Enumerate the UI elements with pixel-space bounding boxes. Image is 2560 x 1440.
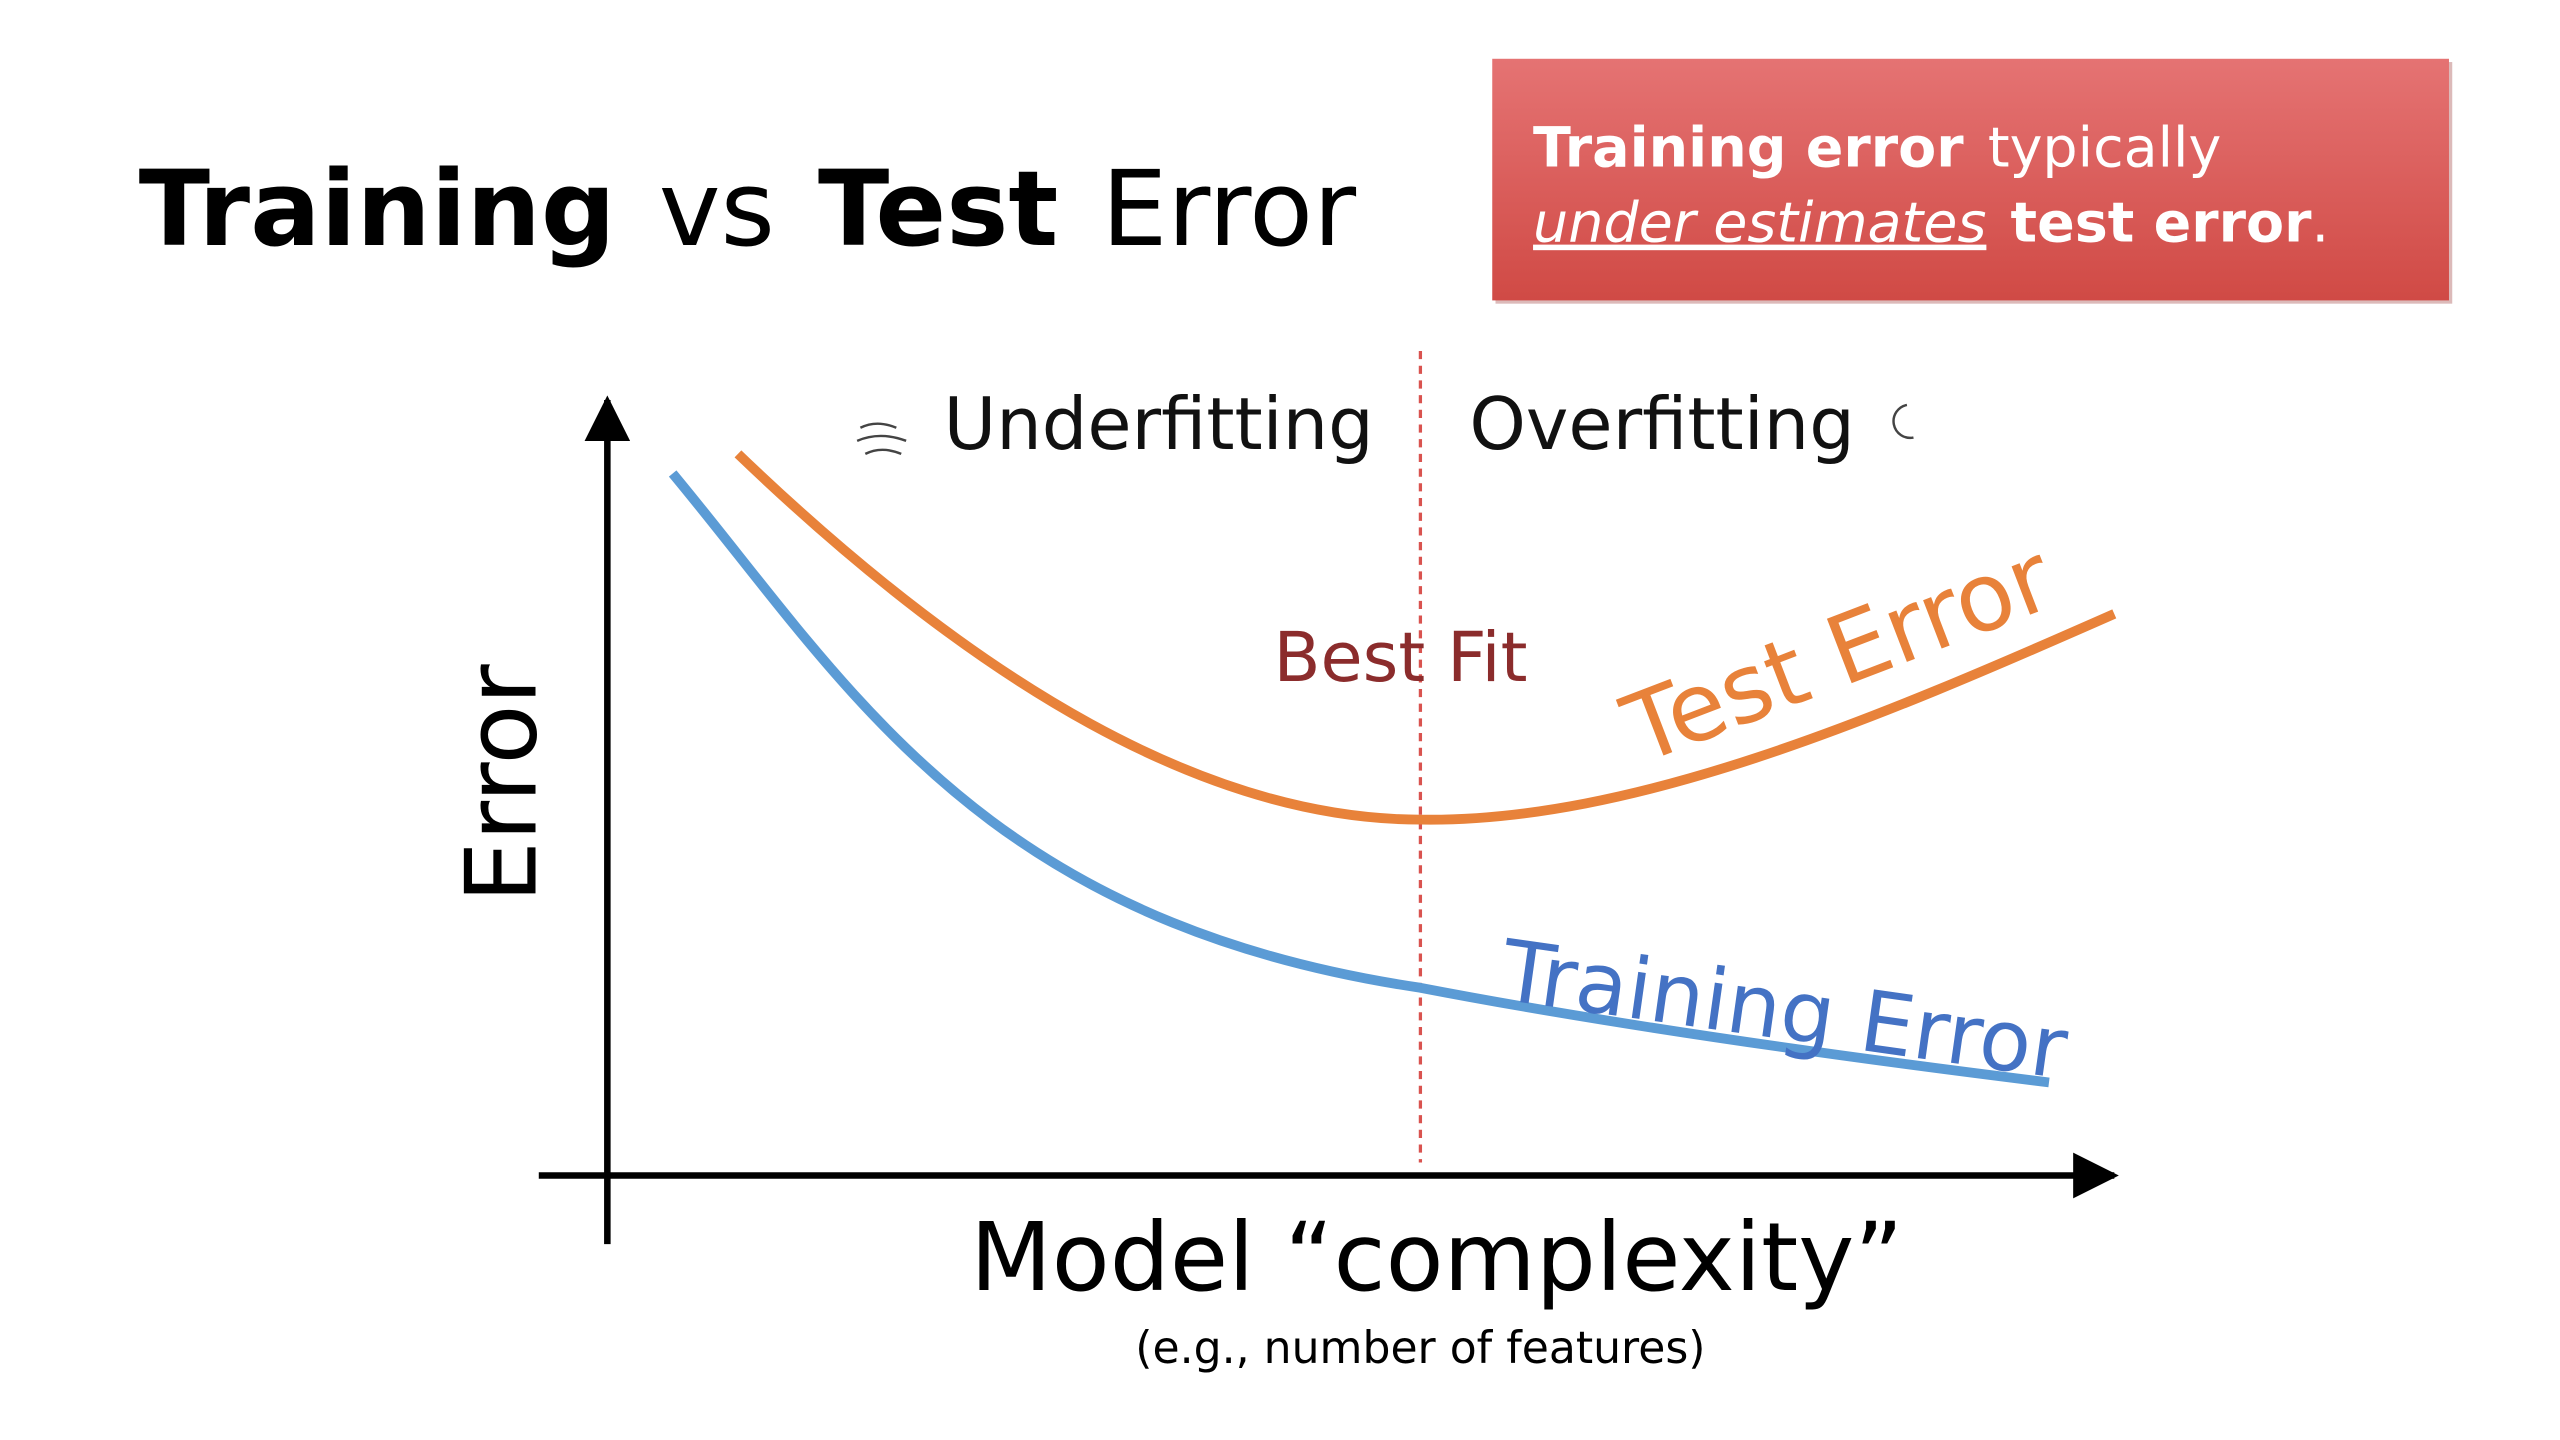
title-word: vs: [659, 148, 775, 270]
test-error-curve: [734, 450, 2117, 825]
callout-text: test error: [2011, 191, 2313, 256]
title-word: Error: [1101, 148, 1356, 270]
callout-text: under estimates: [1533, 191, 1986, 256]
x-axis-label: Model “complexity”: [970, 1203, 1903, 1313]
callout-text: typically: [1988, 116, 2221, 181]
overfitting-label: Overfitting: [1469, 382, 1854, 466]
x-axis-note: (e.g., number of features): [1135, 1323, 1705, 1374]
training-error-curve: [668, 470, 2050, 1088]
callout-line: Training error typically: [1533, 116, 2221, 181]
wind-icon: [856, 422, 907, 456]
callout-line: under estimates test error.: [1533, 191, 2329, 256]
callout-text: Training error: [1533, 116, 1964, 181]
training-error-label: Training Error: [1495, 922, 2073, 1099]
y-axis-label: Error: [446, 664, 560, 903]
callout-box: [1492, 58, 2449, 301]
slide-title: Training vs Test Error: [139, 148, 1356, 270]
test-error-label: Test Error: [1609, 523, 2067, 786]
best-fit-label: Best Fit: [1273, 618, 1527, 698]
title-word: Training: [139, 148, 616, 270]
moon-icon: [1892, 403, 1914, 440]
title-word: Test: [818, 148, 1058, 270]
callout-text: .: [2312, 191, 2330, 256]
underfitting-label: Underfitting: [944, 382, 1374, 466]
